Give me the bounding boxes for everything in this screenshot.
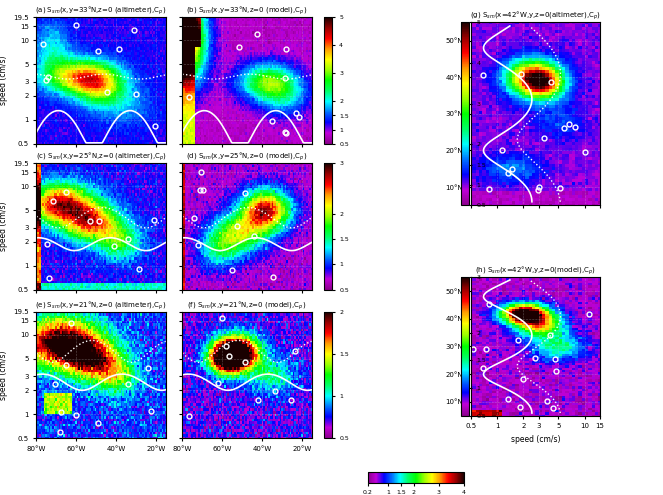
Title: (e) S$_{sm}$(x,y=21°N,z=0 (altimeter),C$_p$): (e) S$_{sm}$(x,y=21°N,z=0 (altimeter),C$… <box>35 299 167 312</box>
Y-axis label: speed (cm/s): speed (cm/s) <box>0 350 8 400</box>
Title: (d) S$_{sm}$(x,y=25°N,z=0 (model),C$_p$): (d) S$_{sm}$(x,y=25°N,z=0 (model),C$_p$) <box>186 151 308 163</box>
Y-axis label: speed (cm/s): speed (cm/s) <box>0 202 8 251</box>
Title: (b) S$_{sm}$(x,y=33°N,z=0 (model),C$_p$): (b) S$_{sm}$(x,y=33°N,z=0 (model),C$_p$) <box>186 5 308 17</box>
Title: (h) S$_{sm}$(x=42°W,y,z=0(model),C$_p$): (h) S$_{sm}$(x=42°W,y,z=0(model),C$_p$) <box>475 265 596 277</box>
Title: (f) S$_{sm}$(x,y=21°N,z=0 (model),C$_p$): (f) S$_{sm}$(x,y=21°N,z=0 (model),C$_p$) <box>188 299 306 312</box>
Y-axis label: speed (cm/s): speed (cm/s) <box>0 56 8 105</box>
X-axis label: speed (cm/s): speed (cm/s) <box>511 435 560 444</box>
Title: (c) S$_{sm}$(x,y=25°N,z=0 (altimeter),C$_p$): (c) S$_{sm}$(x,y=25°N,z=0 (altimeter),C$… <box>36 151 166 163</box>
Title: (g) S$_{sm}$(x=42°W,y,z=0(altimeter),C$_p$): (g) S$_{sm}$(x=42°W,y,z=0(altimeter),C$_… <box>470 10 601 22</box>
Title: (a) S$_{sm}$(x,y=33°N,z=0 (altimeter),C$_p$): (a) S$_{sm}$(x,y=33°N,z=0 (altimeter),C$… <box>35 5 167 17</box>
